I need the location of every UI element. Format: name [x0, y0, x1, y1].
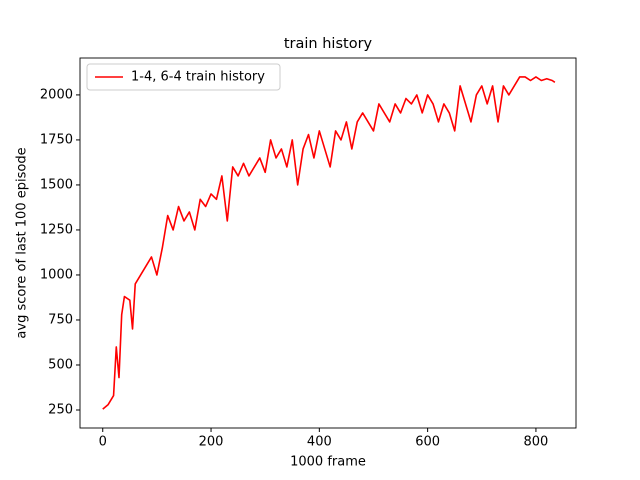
y-axis-label: avg score of last 100 episode [15, 147, 30, 338]
x-tick-label: 0 [99, 435, 107, 450]
y-tick-label: 500 [48, 357, 73, 372]
x-tick-label: 200 [199, 435, 224, 450]
y-tick-label: 1750 [40, 132, 73, 147]
legend-label: 1-4, 6-4 train history [131, 70, 265, 85]
y-tick-label: 1000 [40, 267, 73, 282]
y-tick-label: 750 [48, 312, 73, 327]
y-tick-label: 1500 [40, 177, 73, 192]
chart-title: train history [284, 36, 373, 52]
y-tick-label: 1250 [40, 222, 73, 237]
legend-box [86, 63, 281, 91]
x-tick-label: 800 [524, 435, 549, 450]
y-tick-label: 250 [48, 402, 73, 417]
plot-frame [79, 57, 577, 429]
line-series [102, 76, 556, 410]
x-tick-label: 400 [307, 435, 332, 450]
x-axis-label: 1000 frame [290, 455, 366, 470]
x-tick-label: 600 [415, 435, 440, 450]
y-tick-label: 2000 [40, 87, 73, 102]
